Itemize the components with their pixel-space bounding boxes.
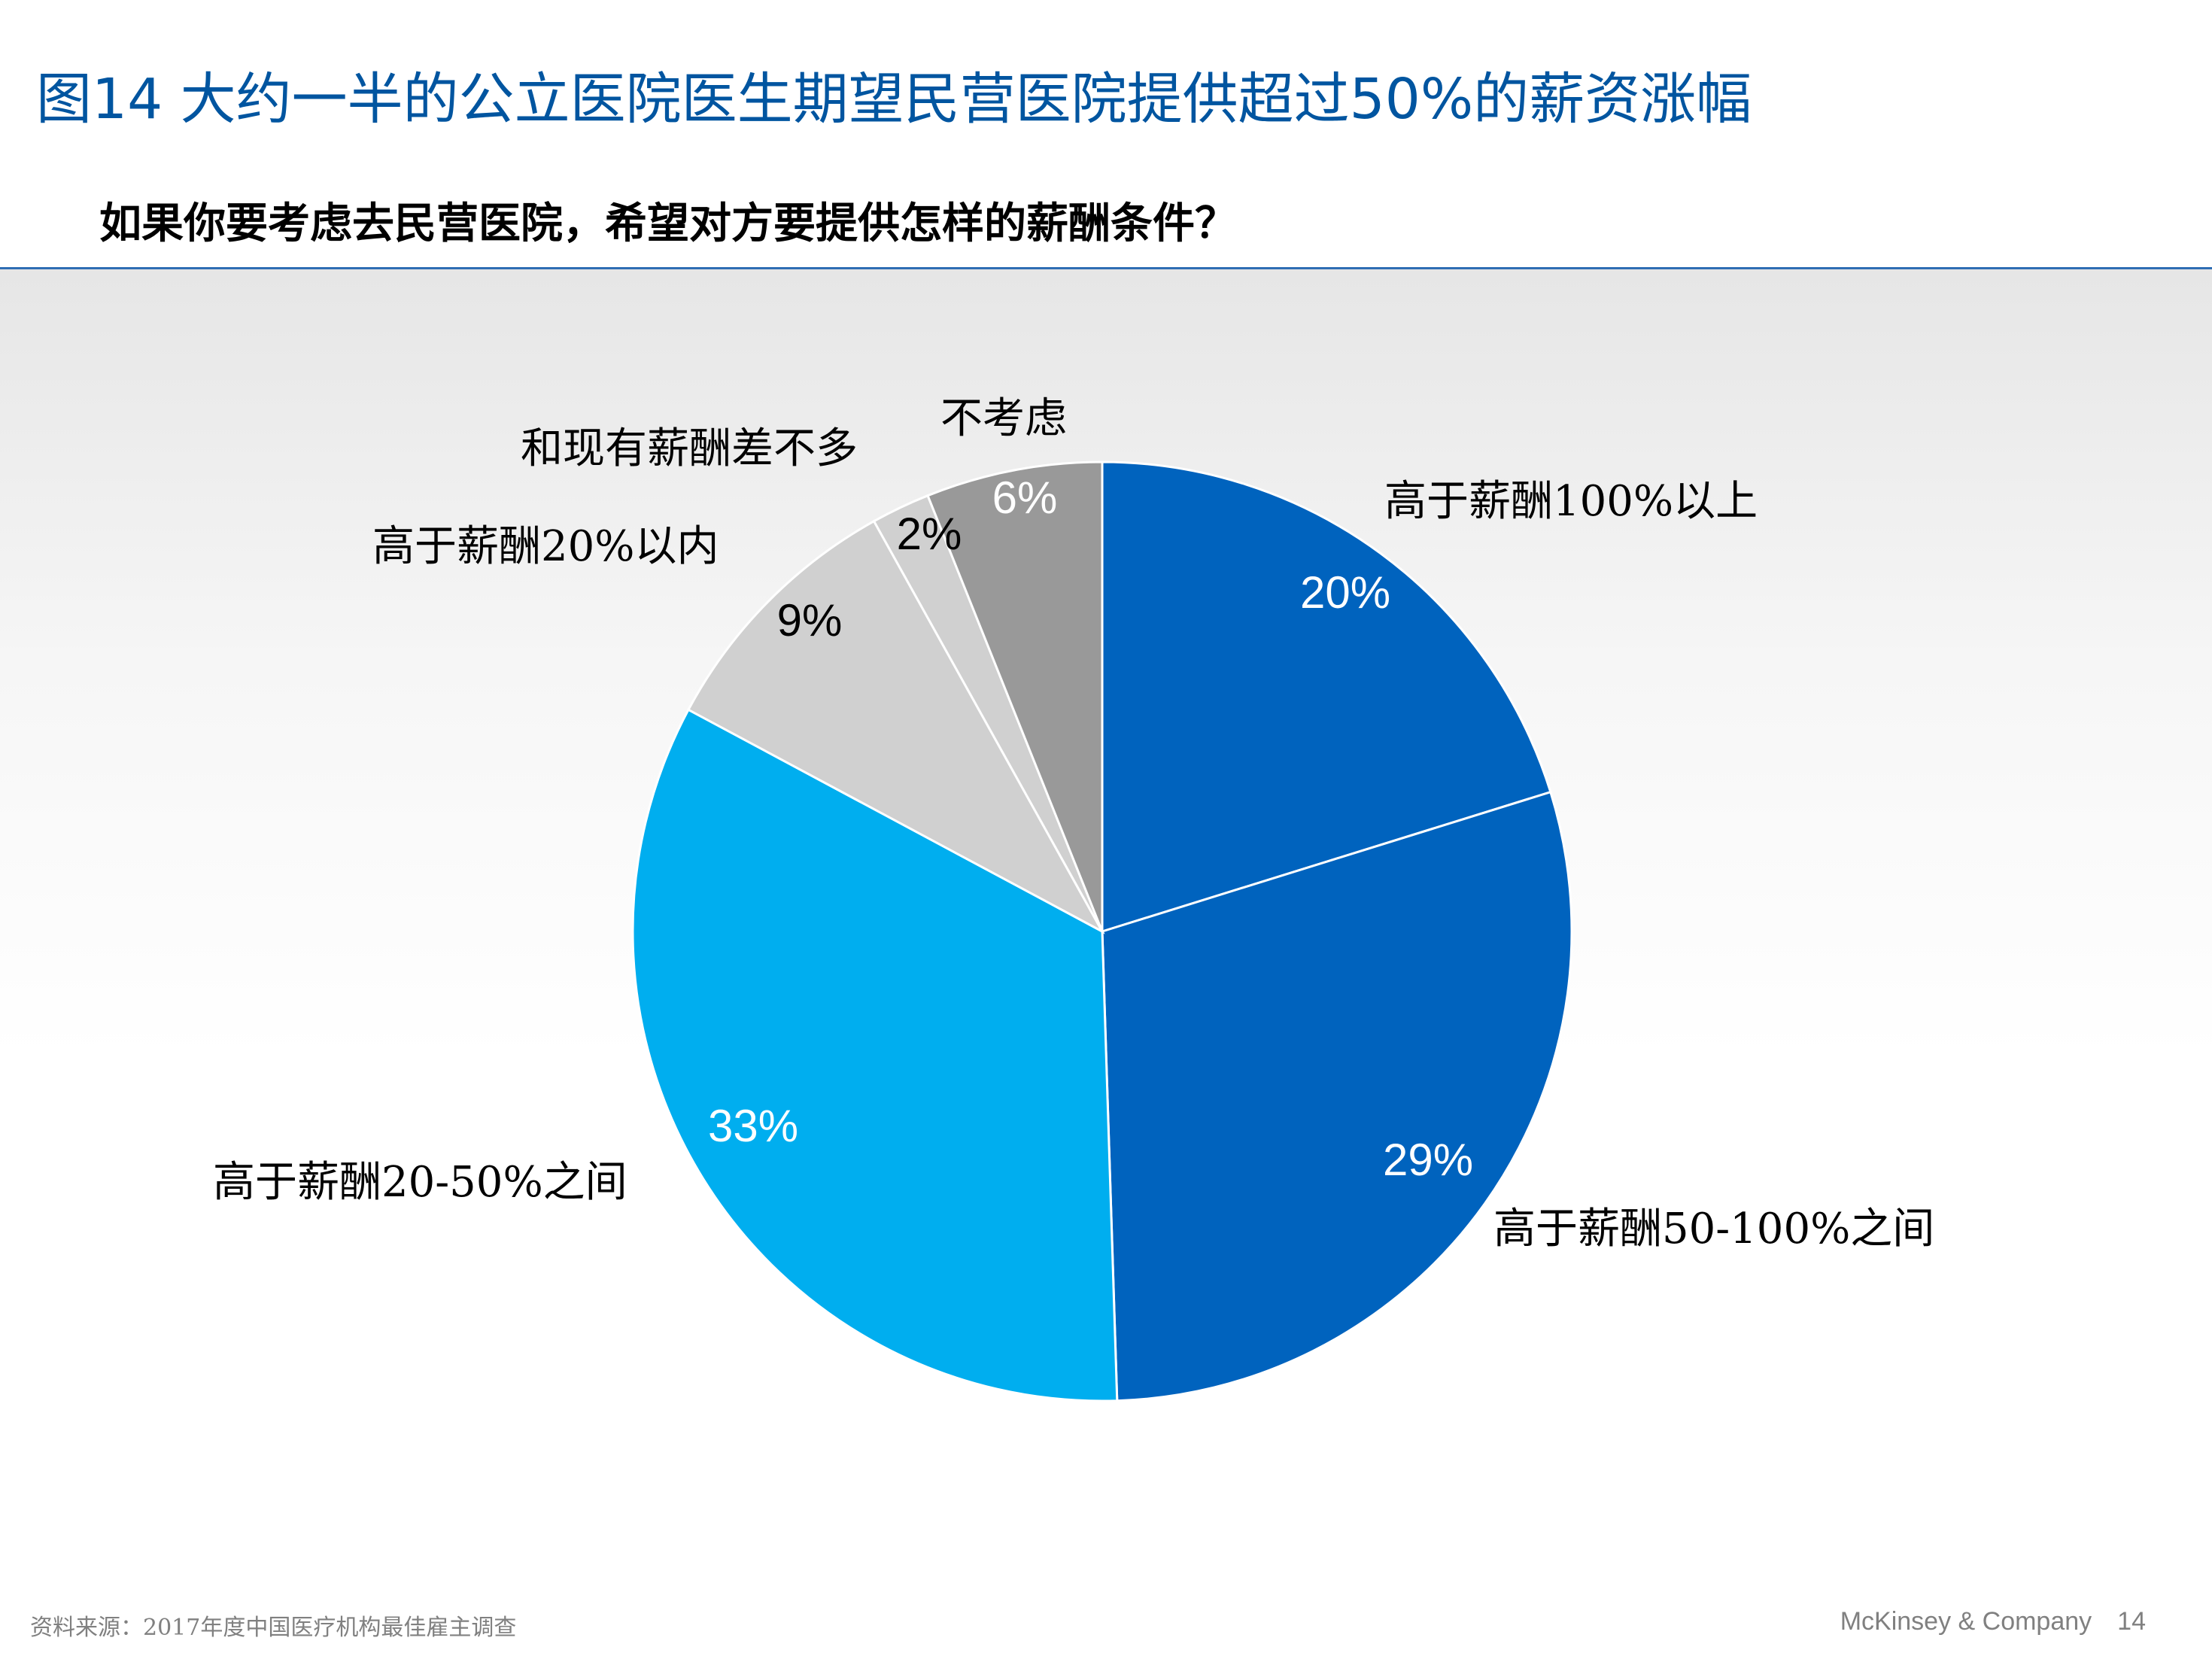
slice-value-label: 6% <box>992 472 1058 523</box>
slice-category-label: 高于薪酬20-50%之间 <box>213 1158 627 1207</box>
footer-right: McKinsey & Company 14 <box>1840 1607 2146 1636</box>
slice-category-label: 不考虑 <box>940 394 1067 443</box>
slice-category-label: 高于薪酬50-100%之间 <box>1493 1205 1934 1253</box>
chart-question: 如果你要考虑去民营医院，希望对方要提供怎样的薪酬条件？ <box>99 199 1237 248</box>
slice-value-label: 2% <box>897 509 962 559</box>
slice-value-label: 20% <box>1300 567 1390 618</box>
pie-slice <box>1101 790 1573 1402</box>
pie-slice <box>686 519 1105 934</box>
header-divider <box>0 267 2212 269</box>
slice-value-label: 9% <box>777 595 843 646</box>
source-note: 资料来源：2017年度中国医疗机构最佳雇主调查 <box>30 1615 517 1641</box>
pie-slice <box>926 460 1104 932</box>
slice-category-label: 高于薪酬20%以内 <box>372 522 719 571</box>
slice-category-label: 高于薪酬100%以上 <box>1384 477 1758 526</box>
brand-name: McKinsey & Company <box>1840 1607 2092 1636</box>
slice-value-label: 29% <box>1383 1135 1473 1185</box>
slice-value-label: 33% <box>708 1101 798 1151</box>
pie-slice <box>631 708 1119 1402</box>
page-number: 14 <box>2117 1607 2146 1636</box>
page-title: 图14 大约一半的公立医院医生期望民营医院提供超过50%的薪资涨幅 <box>36 67 1752 132</box>
slice-category-label: 和现有薪酬差不多 <box>521 424 858 473</box>
pie-slice <box>1101 460 1552 934</box>
